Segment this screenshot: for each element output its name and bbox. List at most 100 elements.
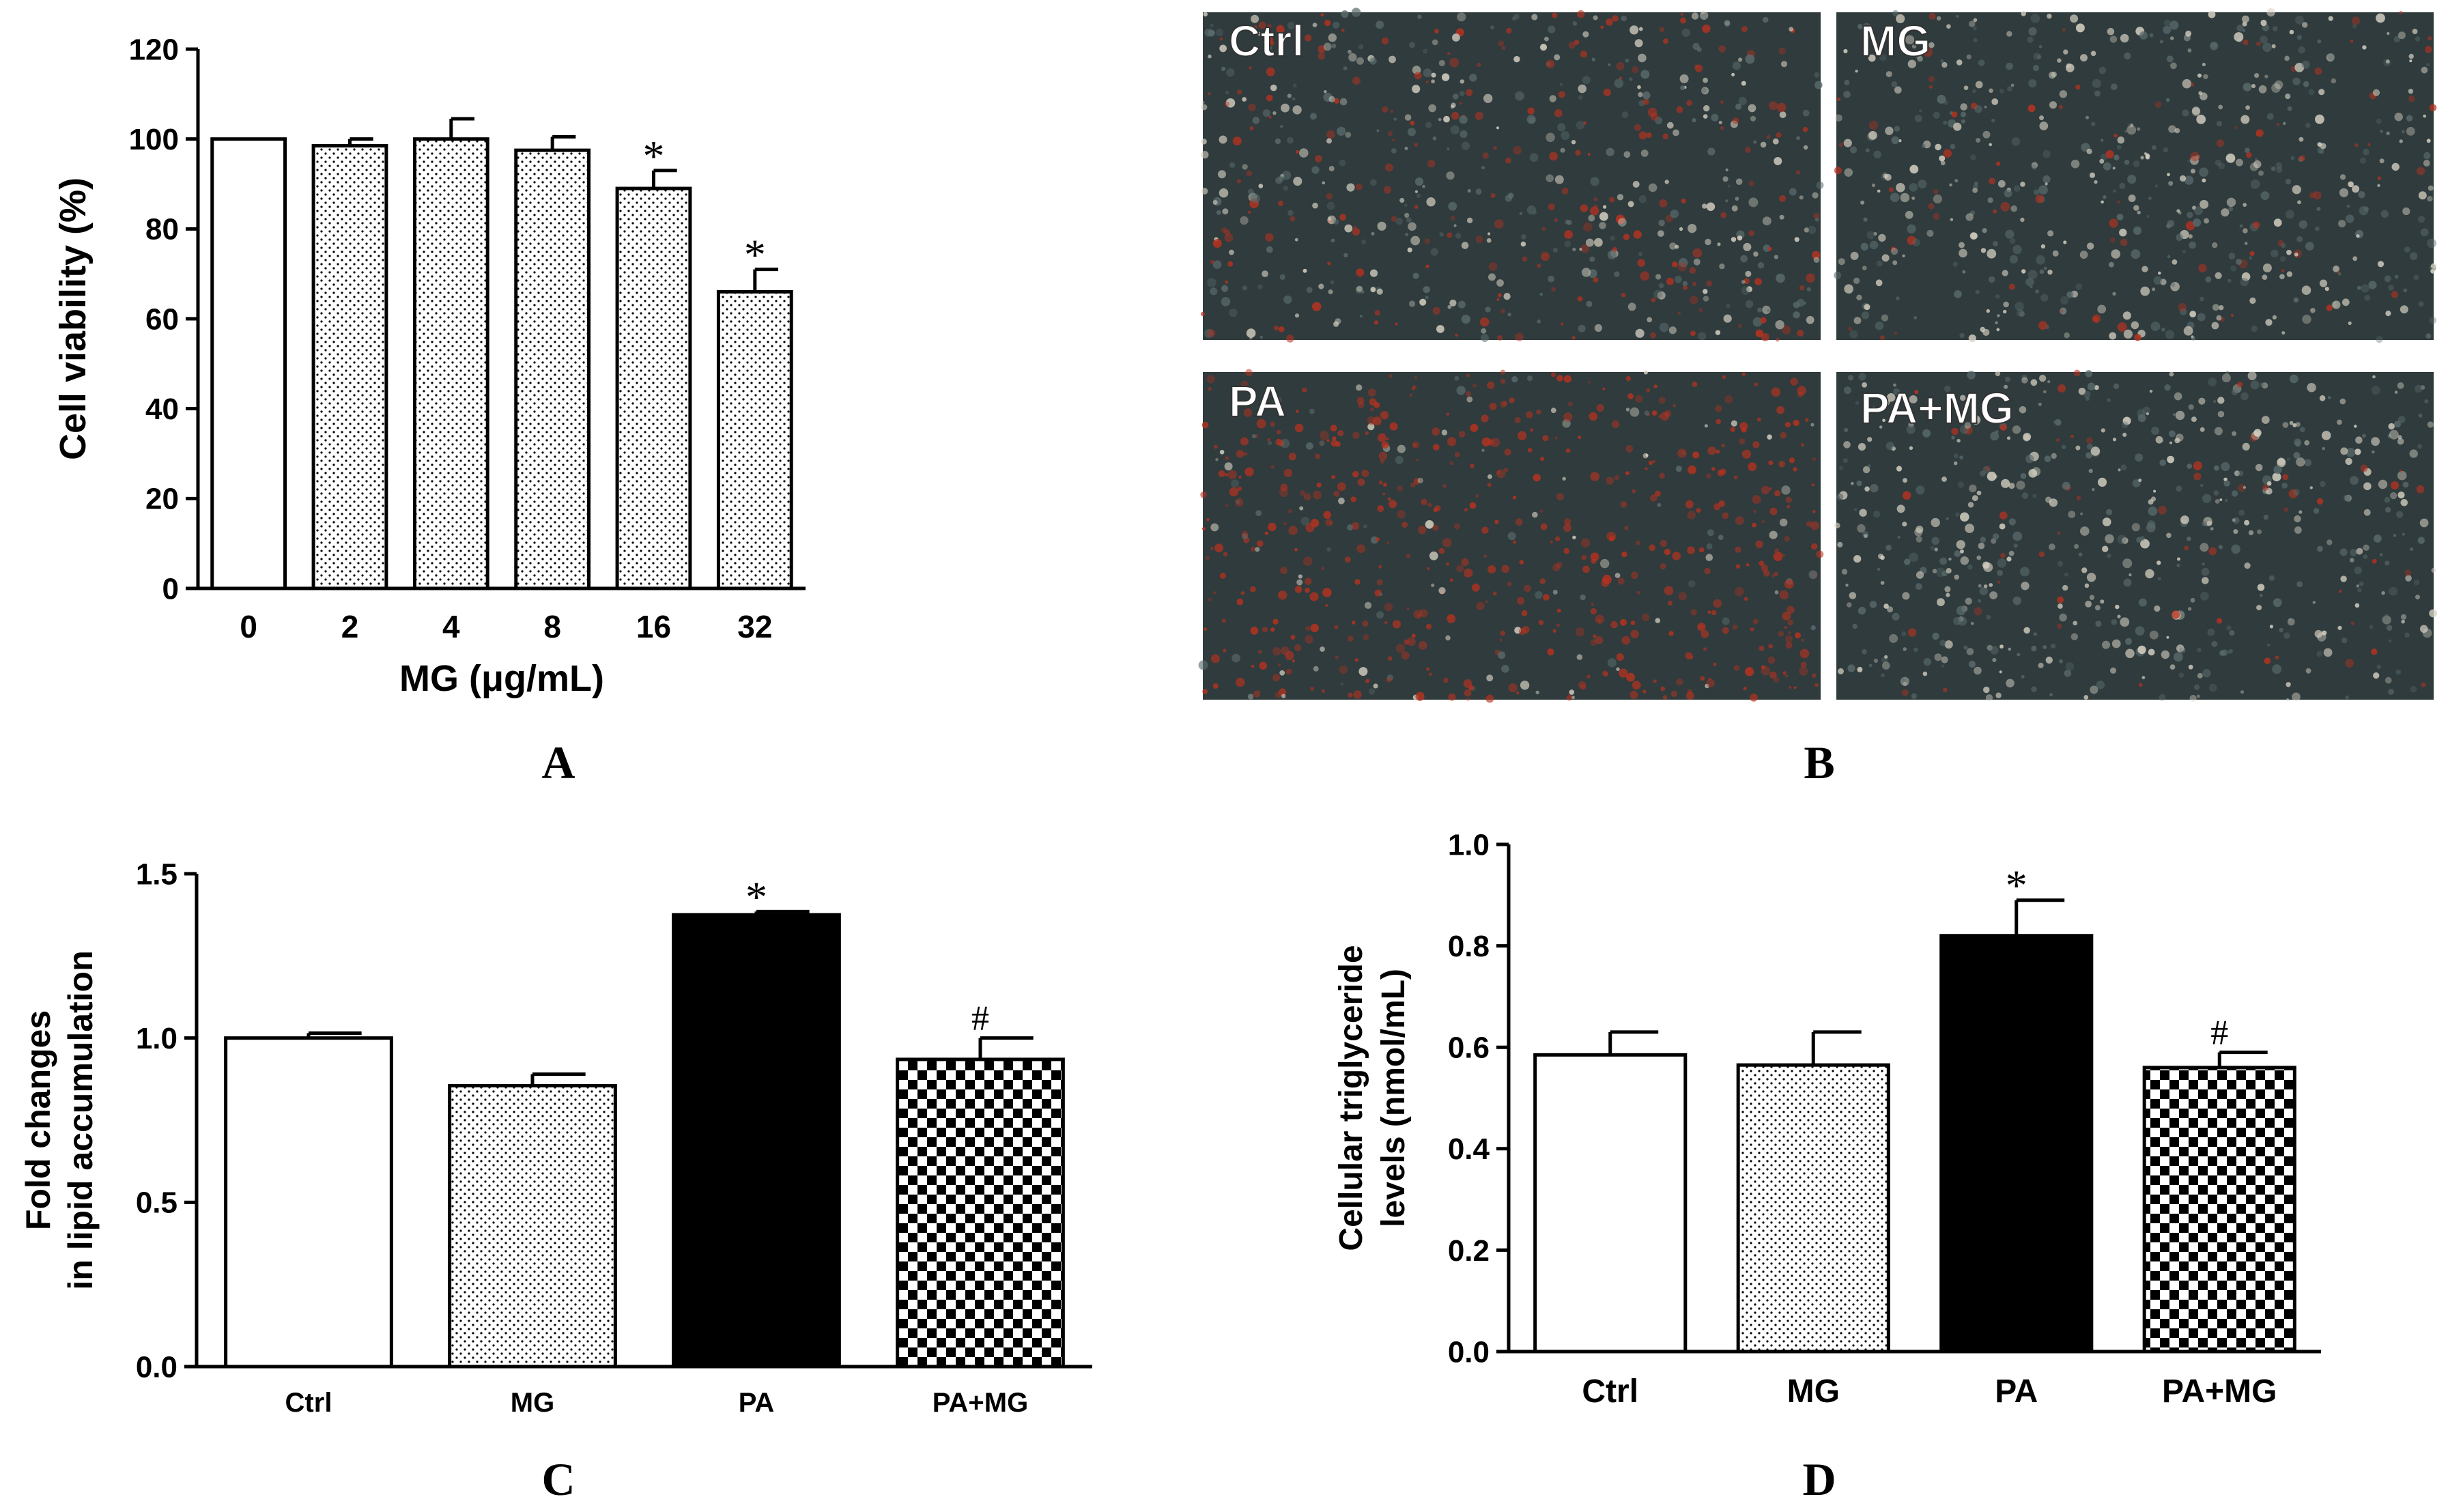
cell-speck — [2265, 319, 2273, 326]
cell-speck — [1571, 696, 1576, 700]
cell-speck — [1481, 526, 1489, 534]
cell-speck — [2230, 265, 2237, 272]
cell-speck — [1309, 408, 1315, 414]
cell-speck — [2060, 309, 2064, 313]
cell-speck — [2340, 447, 2348, 455]
cell-speck — [2094, 385, 2099, 390]
cell-speck — [1762, 216, 1771, 226]
cell-speck — [2113, 133, 2118, 138]
cell-speck — [1419, 298, 1427, 306]
cell-speck — [2049, 693, 2053, 697]
cell-speck — [2166, 532, 2172, 539]
cell-speck — [1933, 212, 1940, 220]
cell-speck — [1449, 461, 1454, 466]
cell-speck — [2324, 287, 2329, 291]
cell-speck — [2167, 220, 2175, 227]
cell-speck — [1753, 510, 1756, 513]
cell-speck — [2086, 148, 2092, 154]
cell-speck — [1432, 136, 1437, 141]
cell-speck — [2280, 256, 2286, 262]
cell-speck — [1692, 381, 1698, 388]
cell-speck — [2301, 285, 2311, 296]
cell-speck — [1561, 187, 1569, 195]
cell-speck — [2152, 145, 2157, 150]
cell-speck — [2404, 569, 2412, 577]
cell-speck — [1704, 567, 1711, 575]
cell-speck — [2036, 255, 2046, 265]
cell-speck — [1739, 422, 1748, 431]
cell-speck — [1909, 446, 1913, 451]
cell-speck — [1257, 649, 1262, 654]
cell-speck — [2271, 44, 2276, 48]
cell-speck — [1627, 302, 1636, 311]
cell-speck — [1454, 375, 1460, 381]
cell-speck — [1883, 603, 1889, 609]
cell-speck — [2321, 431, 2331, 440]
cell-speck — [2254, 73, 2260, 79]
cell-speck — [2157, 560, 2161, 565]
cell-speck — [2204, 218, 2209, 224]
cell-speck — [1964, 422, 1972, 429]
cell-speck — [2149, 630, 2159, 640]
cell-speck — [2403, 288, 2408, 293]
cell-speck — [1769, 671, 1777, 679]
cell-speck — [1646, 388, 1651, 393]
y-axis-label: Cellular triglyceride — [1333, 945, 1369, 1251]
cell-speck — [1853, 317, 1862, 324]
cell-speck — [1762, 305, 1771, 315]
cell-speck — [1923, 657, 1931, 666]
cell-speck — [2191, 83, 2195, 87]
cell-speck — [2073, 369, 2081, 377]
cell-speck — [1653, 384, 1657, 388]
cell-speck — [2217, 618, 2223, 624]
cell-speck — [1928, 42, 1935, 48]
cell-speck — [1212, 239, 1222, 248]
cell-speck — [1466, 697, 1470, 701]
cell-speck — [2260, 19, 2267, 27]
cell-speck — [1739, 438, 1746, 445]
cell-speck — [2097, 477, 2107, 487]
cell-speck — [1323, 511, 1331, 519]
cell-speck — [1860, 200, 1865, 205]
cell-speck — [1779, 518, 1788, 527]
cell-speck — [2110, 83, 2118, 90]
cell-speck — [2397, 438, 2404, 445]
micrograph-pa-mg: PA+MG — [1834, 369, 2438, 702]
cell-speck — [1660, 686, 1666, 691]
cell-speck — [2070, 14, 2079, 23]
cell-speck — [1905, 210, 1913, 219]
cell-speck — [2010, 205, 2017, 212]
cell-speck — [2212, 304, 2219, 311]
cell-speck — [1677, 311, 1681, 315]
cell-speck — [1896, 183, 1905, 192]
cell-speck — [1651, 410, 1657, 416]
cell-speck — [1769, 101, 1778, 111]
cell-speck — [2174, 438, 2180, 444]
cell-speck — [1653, 289, 1663, 299]
cell-speck — [2386, 131, 2390, 135]
cell-speck — [1995, 692, 2002, 698]
cell-speck — [1990, 646, 1999, 655]
cell-speck — [2038, 662, 2044, 669]
cell-speck — [2340, 575, 2347, 582]
cell-speck — [1843, 386, 1851, 395]
cell-speck — [2231, 490, 2238, 497]
cell-speck — [1378, 480, 1383, 485]
cell-speck — [1901, 689, 1909, 696]
cell-speck — [1968, 660, 1976, 668]
cell-speck — [1431, 583, 1435, 588]
cell-speck — [1302, 387, 1307, 393]
cell-speck — [1552, 629, 1556, 633]
cell-speck — [1632, 181, 1640, 188]
cell-speck — [1404, 203, 1408, 207]
cell-speck — [2213, 400, 2217, 403]
cell-speck — [2317, 545, 2323, 552]
cell-speck — [2188, 404, 2194, 410]
cell-speck — [1221, 227, 1227, 233]
cell-speck — [1888, 187, 1894, 192]
cell-speck — [2258, 170, 2264, 176]
cell-speck — [2083, 695, 2089, 700]
cell-speck — [2399, 11, 2403, 15]
cell-speck — [2388, 285, 2394, 291]
cell-speck — [2176, 563, 2180, 567]
